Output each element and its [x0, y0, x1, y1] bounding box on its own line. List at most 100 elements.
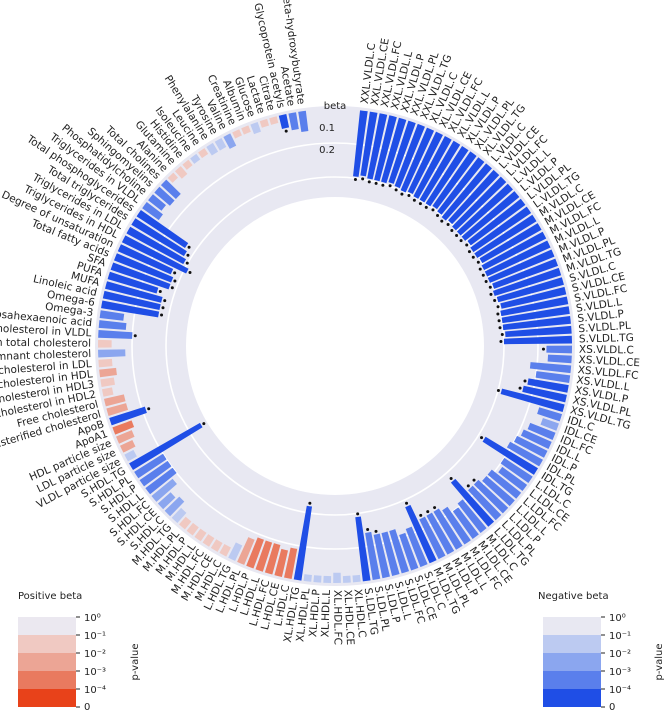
- legend-swatch: [543, 617, 601, 635]
- significance-marker: [284, 129, 288, 133]
- significance-marker: [160, 313, 164, 317]
- bar-ldl-particle-size: [119, 439, 136, 453]
- legend-swatch: [18, 653, 76, 671]
- bar-free-cholesterol: [103, 394, 126, 407]
- bar-sfa: [110, 262, 171, 290]
- bar-l-vldl-c: [441, 163, 492, 221]
- bar-xxl-vldl-ce: [360, 111, 378, 177]
- bar-xs-vldl-c: [546, 345, 572, 354]
- significance-marker: [431, 208, 435, 212]
- bar-mufa: [105, 281, 163, 303]
- legend-swatch: [18, 617, 76, 635]
- bar-docosahexaenoic-acid: [98, 320, 127, 330]
- bar-s-ldl-tg: [355, 516, 371, 582]
- significance-marker: [493, 298, 497, 302]
- bar-valine: [223, 133, 237, 149]
- significance-marker: [388, 184, 392, 188]
- legend-swatch: [18, 671, 76, 689]
- bar-l-ldl-tg: [450, 478, 495, 527]
- significance-marker: [426, 510, 430, 514]
- bar-l-ldl-pl: [468, 485, 502, 521]
- bar-layer: [98, 110, 572, 583]
- bar-l-hdl-fc: [264, 543, 281, 575]
- bar-l-hdl-p: [246, 537, 264, 569]
- significance-marker: [467, 250, 471, 254]
- bar-total-triglycerides: [131, 218, 187, 257]
- bar-s-vldl-ce: [500, 286, 567, 309]
- bar-s-hdl-l: [145, 467, 177, 495]
- bar-glutamine: [174, 166, 188, 179]
- bar-apob: [109, 406, 147, 426]
- legend-swatch: [543, 635, 601, 653]
- bar-m-hdl-c: [219, 544, 231, 557]
- bar-omega-6: [101, 300, 160, 318]
- bar-idl-c: [537, 407, 563, 422]
- bar-m-ldl-l: [433, 508, 463, 550]
- bar-xl-hdl-fc: [333, 572, 341, 583]
- category-label: XL.HDL.CE: [341, 589, 356, 645]
- significance-marker: [185, 261, 189, 265]
- significance-marker: [498, 326, 502, 330]
- category-label: XL.HDL.L: [319, 590, 333, 638]
- bar-l-hdl-c: [284, 547, 298, 579]
- significance-marker: [466, 484, 470, 488]
- category-label: XS.VLDL.FC: [577, 364, 639, 382]
- marker-layer: [133, 129, 545, 533]
- bar-lactate: [259, 118, 270, 128]
- bar-xl-vldl-ce: [407, 131, 443, 195]
- legend-title: Positive beta: [18, 591, 82, 602]
- bar-l-ldl-c: [500, 457, 533, 484]
- radial-tick-label: 0.2: [319, 145, 335, 156]
- bar-idl-ce: [540, 417, 559, 431]
- bar-l-hdl-pl: [237, 537, 255, 565]
- bar-xl-hdl-c: [352, 574, 361, 583]
- bar-xl-vldl-fc: [413, 136, 452, 199]
- significance-marker: [471, 255, 475, 259]
- bar-m-hdl-p: [186, 522, 199, 536]
- bar-m-ldl-pl: [419, 516, 446, 560]
- significance-marker: [366, 528, 370, 532]
- bar-s-vldl-l: [501, 306, 570, 324]
- bar-linoleic-acid: [102, 290, 161, 311]
- significance-marker: [188, 270, 192, 274]
- track-layer: [95, 106, 575, 586]
- bar-l-hdl-ce: [274, 548, 289, 577]
- significance-marker: [440, 219, 444, 223]
- bar-total-cholesterol-in-hdl: [99, 367, 117, 378]
- legend-tick: 10⁻¹: [609, 631, 631, 642]
- bar-l-vldl-fc: [452, 176, 507, 231]
- legend-axis-label: p-value: [130, 643, 141, 680]
- bar-l-vldl-tg: [470, 206, 532, 253]
- bar-s-hdl-pl: [134, 453, 167, 479]
- significance-marker: [147, 407, 151, 411]
- bar-total-fatty-acids: [113, 253, 174, 283]
- radial-tick-label: 0.1: [319, 123, 335, 134]
- bar-esterified-cholesterol: [106, 403, 129, 416]
- category-label: XS.VLDL.CE: [578, 354, 640, 369]
- bar-total-phosphoglycerides: [136, 210, 189, 249]
- bar-citrate: [269, 116, 279, 125]
- legend-swatch: [18, 635, 76, 653]
- significance-marker: [419, 513, 423, 517]
- category-label: XS.VLDL.C: [579, 344, 634, 357]
- bar-degree-of-unsaturation: [117, 244, 174, 275]
- significance-marker: [465, 243, 469, 247]
- legend-tick: 10⁻³: [84, 667, 106, 678]
- significance-marker: [367, 180, 371, 184]
- bar-triglycerides-in-vldl: [142, 202, 163, 221]
- significance-marker: [418, 202, 422, 206]
- bar-s-vldl-tg: [503, 335, 572, 345]
- legend-tick: 10⁻⁴: [609, 685, 631, 696]
- bar-s-vldl-pl: [505, 325, 572, 338]
- bar-vldl-particle-size: [124, 449, 137, 462]
- bar-m-ldl-tg: [405, 504, 437, 564]
- category-label: S.VLDL.PL: [578, 320, 631, 336]
- bar-remnant-cholesterol: [98, 349, 126, 358]
- bar-acetate: [288, 112, 299, 131]
- bar-l-hdl-tg: [228, 542, 243, 561]
- bar-l-vldl-l: [456, 183, 513, 236]
- bar-idl-l: [520, 429, 552, 449]
- bar-m-ldl-p: [426, 512, 455, 555]
- bar-glucose: [250, 121, 261, 135]
- bar-pufa: [107, 271, 159, 294]
